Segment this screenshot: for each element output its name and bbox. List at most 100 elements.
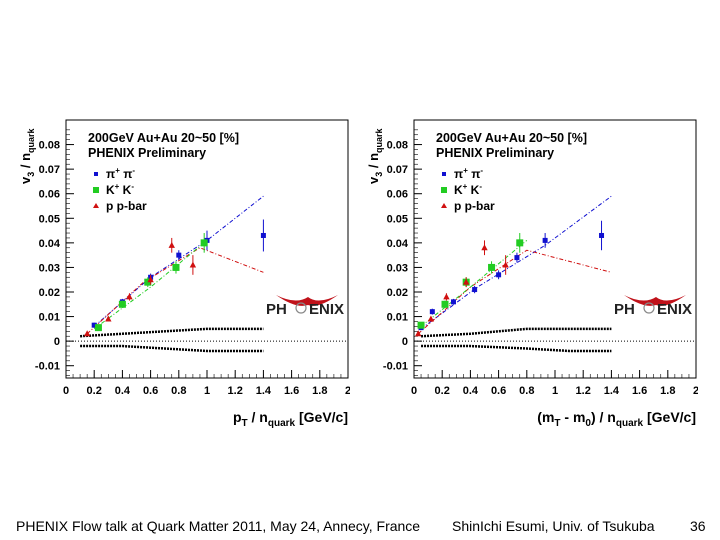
phenix-logo-wings bbox=[624, 295, 686, 306]
y-tick-label: 0.04 bbox=[387, 238, 409, 250]
x-tick-label: 0.6 bbox=[143, 385, 158, 397]
kaon-point bbox=[172, 263, 180, 271]
legend-label: K+ K- bbox=[106, 182, 134, 197]
legend-marker-square bbox=[94, 172, 98, 176]
kaon-point bbox=[488, 263, 496, 271]
legend-label: p p-bar bbox=[106, 199, 147, 213]
legend-marker-triangle bbox=[93, 203, 99, 208]
systematic-lower bbox=[421, 344, 612, 353]
fit-p-line bbox=[417, 249, 612, 335]
systematic-lower bbox=[80, 344, 264, 353]
legend-label: π+ π- bbox=[454, 166, 483, 181]
proton-point bbox=[427, 315, 435, 322]
y-tick-label: 0.06 bbox=[39, 189, 60, 201]
x-tick-label: 1.4 bbox=[604, 385, 620, 397]
chart-title: 200GeV Au+Au 20~50 [%] bbox=[436, 131, 587, 145]
y-tick-label: 0.02 bbox=[39, 287, 60, 299]
proton-point bbox=[415, 330, 422, 337]
pion-point bbox=[260, 232, 266, 238]
fit-p-line bbox=[86, 247, 264, 335]
x-tick-label: 1 bbox=[552, 385, 558, 397]
x-tick-label: 0.8 bbox=[171, 385, 186, 397]
pion-point bbox=[176, 252, 182, 258]
kaon-point bbox=[94, 324, 102, 332]
kaon-point bbox=[200, 239, 208, 247]
systematic-upper bbox=[420, 327, 612, 338]
pion-point bbox=[472, 287, 478, 293]
proton-point bbox=[105, 315, 112, 322]
legend-marker-square bbox=[93, 187, 99, 193]
x-tick-label: 0 bbox=[63, 385, 69, 397]
y-tick-label: 0.06 bbox=[387, 189, 408, 201]
y-tick-label: 0.07 bbox=[387, 164, 408, 176]
pion-point bbox=[542, 237, 548, 243]
y-tick-label: 0 bbox=[54, 336, 60, 348]
footer-author: ShinIchi Esumi, Univ. of Tsukuba bbox=[452, 518, 655, 534]
chart-subtitle: PHENIX Preliminary bbox=[88, 146, 206, 160]
footer-talk-info: PHENIX Flow talk at Quark Matter 2011, M… bbox=[16, 518, 421, 534]
proton-point bbox=[462, 278, 470, 285]
proton-point bbox=[168, 241, 175, 248]
kaon-point bbox=[118, 300, 126, 308]
y-axis-label: v3 / nquark bbox=[366, 127, 384, 184]
y-tick-label: 0.01 bbox=[387, 312, 408, 324]
x-axis-label: pT / nquark [GeV/c] bbox=[233, 409, 348, 429]
phenix-logo-right: ENIX bbox=[309, 301, 344, 318]
y-tick-label: 0.07 bbox=[39, 164, 60, 176]
pion-point bbox=[514, 255, 520, 261]
x-axis-label: (mT - m0) / nquark [GeV/c] bbox=[537, 409, 696, 429]
x-tick-label: 0.8 bbox=[519, 385, 534, 397]
y-tick-label: 0.03 bbox=[39, 262, 60, 274]
pion-point bbox=[599, 232, 605, 238]
y-tick-label: 0.01 bbox=[39, 312, 60, 324]
x-tick-label: 0.6 bbox=[491, 385, 506, 397]
proton-point bbox=[481, 244, 488, 251]
legend-label: π+ π- bbox=[106, 166, 135, 181]
legend-label: K+ K- bbox=[454, 182, 482, 197]
x-tick-label: 1 bbox=[204, 385, 210, 397]
phenix-logo-right: ENIX bbox=[657, 301, 692, 318]
y-tick-label: 0.02 bbox=[387, 287, 408, 299]
y-tick-label: 0.03 bbox=[387, 262, 408, 274]
fit-k-line bbox=[93, 240, 208, 330]
y-tick-label: 0.05 bbox=[387, 213, 408, 225]
x-tick-label: 0.2 bbox=[435, 385, 450, 397]
y-axis-label: v3 / nquark bbox=[18, 127, 36, 184]
x-tick-label: 1.6 bbox=[632, 385, 647, 397]
page-number: 36 bbox=[690, 518, 706, 534]
x-tick-label: 1.8 bbox=[660, 385, 675, 397]
phenix-logo-left: PH bbox=[266, 301, 287, 318]
legend-label: p p-bar bbox=[454, 199, 495, 213]
proton-point bbox=[83, 330, 91, 337]
chart-subtitle: PHENIX Preliminary bbox=[436, 146, 554, 160]
x-tick-label: 1.2 bbox=[228, 385, 243, 397]
x-tick-label: 0.4 bbox=[115, 385, 131, 397]
legend-marker-square bbox=[442, 172, 446, 176]
pion-point bbox=[429, 309, 435, 315]
x-tick-label: 0.4 bbox=[463, 385, 479, 397]
proton-point bbox=[147, 276, 154, 283]
x-tick-label: 0.2 bbox=[87, 385, 102, 397]
kaon-point bbox=[417, 321, 425, 329]
phenix-logo-wings bbox=[276, 295, 338, 306]
x-tick-label: 1.6 bbox=[284, 385, 299, 397]
phenix-logo-left: PH bbox=[614, 301, 635, 318]
legend-marker-triangle bbox=[441, 203, 447, 208]
pion-point bbox=[450, 299, 456, 305]
x-tick-label: 1.4 bbox=[256, 385, 272, 397]
proton-point bbox=[189, 261, 197, 268]
x-tick-label: 2 bbox=[345, 385, 350, 397]
chart-panel-left: -0.01 0 0.01 0.02 0.03 0.04 0.05 0.06 0.07 0.08 0 0… bbox=[0, 108, 350, 438]
y-tick-label: -0.01 bbox=[383, 361, 408, 373]
proton-point bbox=[502, 261, 509, 268]
kaon-point bbox=[516, 239, 524, 247]
phenix-logo-emblem bbox=[295, 302, 307, 314]
fit-pi-line bbox=[420, 195, 612, 330]
x-tick-label: 1.2 bbox=[576, 385, 591, 397]
y-tick-label: 0.08 bbox=[387, 140, 408, 152]
proton-point bbox=[443, 293, 450, 300]
pion-point bbox=[496, 272, 502, 278]
systematic-upper bbox=[80, 327, 264, 338]
